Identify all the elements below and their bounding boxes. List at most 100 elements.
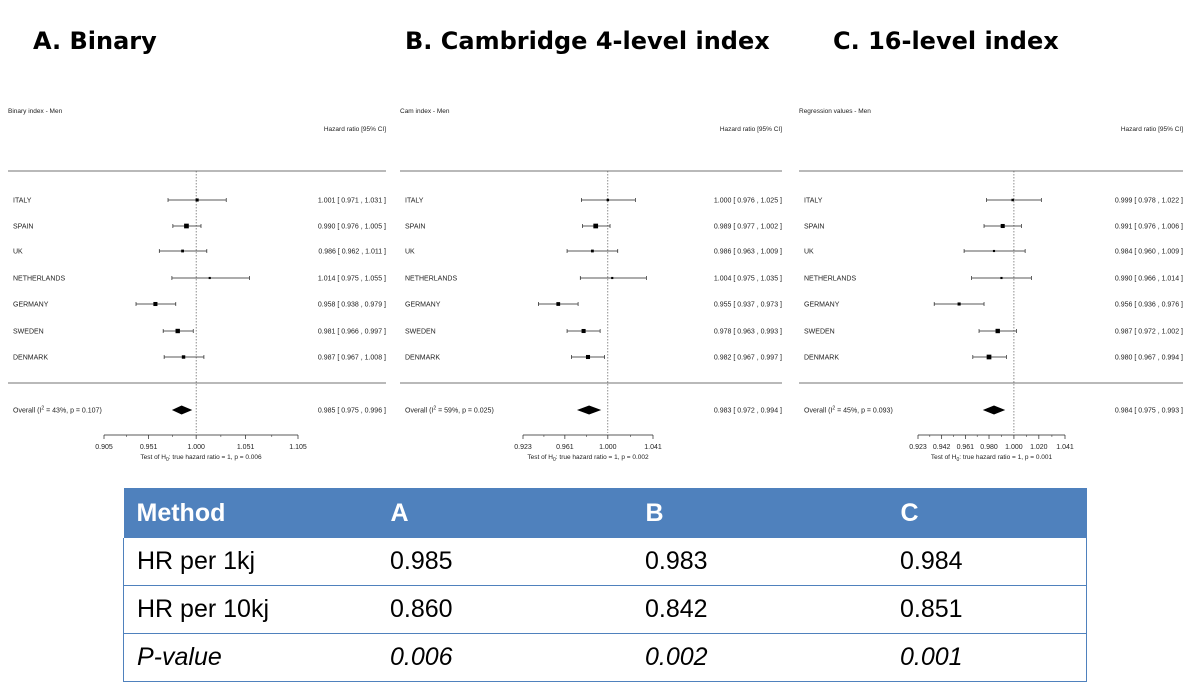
column-header: Hazard ratio [95% CI]: [720, 126, 782, 133]
x-tick-label: 1.051: [237, 444, 255, 451]
table-cell: 0.006: [377, 633, 632, 682]
header-c: C: [887, 488, 1087, 538]
row-label: NETHERLANDS: [405, 276, 457, 283]
row-value: 0.958 [ 0.938 , 0.979 ]: [318, 302, 386, 309]
row-value: 0.956 [ 0.936 , 0.976 ]: [1115, 302, 1183, 309]
row-label: SWEDEN: [804, 329, 835, 336]
table-cell: 0.985: [377, 538, 632, 586]
row-label: DENMARK: [804, 355, 839, 362]
header-method: Method: [123, 488, 378, 538]
point-estimate: [181, 249, 184, 253]
point-estimate: [957, 302, 961, 306]
x-tick-label: 1.041: [644, 444, 662, 451]
point-estimate: [195, 198, 199, 202]
overall-label: Overall (I2 = 59%, p = 0.025): [405, 406, 494, 415]
row-value: 0.990 [ 0.976 , 1.005 ]: [318, 224, 386, 231]
point-estimate: [208, 276, 211, 280]
point-estimate: [1011, 198, 1014, 202]
row-value: 0.987 [ 0.967 , 1.008 ]: [318, 355, 386, 362]
table-cell: 0.842: [632, 585, 887, 634]
point-estimate: [992, 249, 996, 253]
forest-plot-c: Regression values - Men Hazard ratio [95%…: [796, 100, 1186, 475]
point-estimate: [581, 328, 586, 334]
x-tick-label: 0.905: [95, 444, 113, 451]
table-cell: P-value: [123, 633, 377, 682]
overall-value: 0.985 [ 0.975 , 0.996 ]: [318, 408, 386, 415]
row-value: 0.999 [ 0.978 , 1.022 ]: [1115, 198, 1183, 205]
row-label: SPAIN: [804, 224, 825, 231]
row-label: ITALY: [804, 198, 823, 205]
row-value: 0.990 [ 0.966 , 1.014 ]: [1115, 276, 1183, 283]
row-label: NETHERLANDS: [13, 276, 65, 283]
row-label: SWEDEN: [405, 329, 436, 336]
point-estimate: [1000, 276, 1003, 280]
row-value: 0.982 [ 0.967 , 0.997 ]: [714, 355, 782, 362]
forest-svg: Binary index - Men Hazard ratio [95% CI] I…: [8, 108, 386, 463]
point-estimate: [175, 328, 180, 334]
overall-value: 0.983 [ 0.972 , 0.994 ]: [714, 408, 782, 415]
row-label: DENMARK: [13, 355, 48, 362]
x-tick-label: 1.000: [1005, 444, 1023, 451]
row-label: ITALY: [13, 198, 32, 205]
table-row: HR per 10kj 0.860 0.842 0.851: [123, 585, 1087, 634]
x-tick-label: 0.942: [933, 444, 951, 451]
x-tick-label: 0.961: [556, 444, 574, 451]
table-cell: HR per 1kj: [123, 538, 377, 586]
table-cell: 0.002: [632, 633, 887, 682]
x-tick-label: 0.980: [980, 444, 998, 451]
test-footer: Test of H0: true hazard ratio = 1, p = 0…: [527, 454, 649, 463]
row-value: 0.986 [ 0.963 , 1.009 ]: [714, 249, 782, 256]
table-cell: HR per 10kj: [123, 585, 377, 634]
row-label: GERMANY: [804, 302, 840, 309]
row-value: 1.014 [ 0.975 , 1.055 ]: [318, 276, 386, 283]
row-value: 0.984 [ 0.960 , 1.009 ]: [1115, 249, 1183, 256]
point-estimate: [591, 249, 594, 253]
test-footer: Test of H0: true hazard ratio = 1, p = 0…: [140, 454, 262, 463]
x-tick-label: 1.041: [1056, 444, 1074, 451]
row-label: GERMANY: [13, 302, 49, 309]
overall-diamond: [576, 405, 602, 415]
point-estimate: [153, 301, 158, 307]
row-label: DENMARK: [405, 355, 440, 362]
row-value: 1.000 [ 0.976 , 1.025 ]: [714, 198, 782, 205]
summary-table: Method A B C HR per 1kj 0.985 0.983 0.98…: [123, 488, 1087, 682]
x-tick-label: 1.000: [599, 444, 617, 451]
row-value: 0.980 [ 0.967 , 0.994 ]: [1115, 355, 1183, 362]
forest-svg: Regression values - Men Hazard ratio [95%…: [799, 108, 1183, 463]
forest-svg: Cam index - Men Hazard ratio [95% CI] ITAL…: [400, 108, 782, 463]
column-header: Hazard ratio [95% CI]: [1121, 126, 1183, 133]
row-label: NETHERLANDS: [804, 276, 856, 283]
row-label: UK: [804, 249, 814, 256]
row-value: 0.989 [ 0.977 , 1.002 ]: [714, 224, 782, 231]
point-estimate: [611, 276, 614, 280]
row-label: SWEDEN: [13, 329, 44, 336]
forest-plot-a: Binary index - Men Hazard ratio [95% CI] I…: [5, 100, 389, 475]
point-estimate: [606, 198, 610, 202]
x-tick-label: 1.000: [187, 444, 205, 451]
test-footer: Test of H0: true hazard ratio = 1, p = 0…: [931, 454, 1053, 463]
x-tick-label: 0.923: [514, 444, 532, 451]
summary-header-row: Method A B C: [123, 488, 1087, 538]
x-tick-label: 1.020: [1030, 444, 1048, 451]
column-header: Hazard ratio [95% CI]: [324, 126, 386, 133]
plot-title: Binary index - Men: [8, 108, 63, 115]
overall-diamond: [982, 405, 1006, 415]
point-estimate: [181, 355, 186, 359]
table-cell: 0.860: [377, 585, 632, 634]
header-a: A: [377, 488, 633, 538]
row-value: 1.001 [ 0.971 , 1.031 ]: [318, 198, 386, 205]
panel-title-c: C. 16-level index: [833, 27, 1059, 55]
point-estimate: [593, 223, 599, 229]
table-cell: 0.983: [632, 538, 887, 586]
row-label: UK: [13, 249, 23, 256]
row-value: 0.991 [ 0.976 , 1.006 ]: [1115, 224, 1183, 231]
panel-title-b: B. Cambridge 4-level index: [405, 27, 770, 55]
overall-diamond: [171, 405, 193, 415]
row-value: 0.986 [ 0.962 , 1.011 ]: [318, 249, 386, 256]
row-value: 0.955 [ 0.937 , 0.973 ]: [714, 302, 782, 309]
x-tick-label: 0.951: [140, 444, 158, 451]
plot-title: Regression values - Men: [799, 108, 871, 115]
x-tick-label: 0.961: [957, 444, 975, 451]
row-value: 0.978 [ 0.963 , 0.993 ]: [714, 329, 782, 336]
table-cell: 0.984: [887, 538, 1087, 586]
